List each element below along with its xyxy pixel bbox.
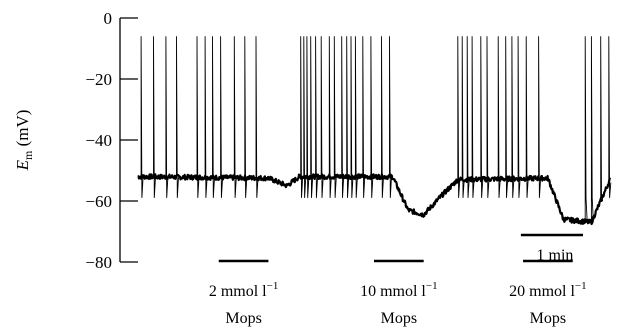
action-potential-spike: [517, 36, 521, 198]
trace-group: [137, 36, 612, 226]
action-potential-spike: [220, 36, 224, 198]
y-tick-label: −80: [85, 253, 112, 272]
action-potential-spike: [350, 36, 354, 198]
concentration-label: 10 mmol l−1: [360, 280, 438, 300]
action-potential-spike: [505, 36, 509, 198]
action-potential-spike: [370, 36, 374, 198]
action-potential-spike: [204, 36, 208, 198]
y-tick-label: −20: [85, 70, 112, 89]
action-potential-spike: [362, 36, 366, 198]
action-potential-spike: [471, 36, 475, 198]
time-scale-label: 1 min: [537, 247, 574, 264]
action-potential-spike: [300, 36, 304, 198]
agent-label: Mops: [530, 310, 566, 327]
action-potential-spike: [538, 36, 542, 198]
action-potential-spike: [140, 36, 144, 198]
action-potential-spike: [354, 36, 358, 198]
action-potential-spike: [497, 36, 501, 198]
action-potential-spike: [346, 36, 350, 198]
y-axis-label: Em (mV): [13, 110, 35, 172]
action-potential-spike: [341, 36, 345, 198]
concentration-text: 20 mmol l: [509, 283, 575, 300]
agent-label: Mops: [225, 310, 261, 327]
concentration-text: 10 mmol l: [360, 283, 426, 300]
agent-label: Mops: [381, 310, 417, 327]
action-potential-spike: [461, 36, 465, 198]
y-axis-label-symbol: E: [13, 159, 32, 171]
scale-bar-group: 1 min: [520, 233, 583, 264]
action-potential-spike: [480, 36, 484, 198]
concentration-label: 20 mmol l−1: [509, 280, 587, 300]
action-potential-spike: [511, 36, 515, 198]
action-potential-spike: [525, 36, 529, 198]
concentration-superscript: −1: [575, 280, 587, 292]
action-potential-spike: [590, 36, 594, 223]
action-potential-spike: [212, 36, 215, 198]
y-axis: 0 −20 −40 −60 −80: [85, 9, 138, 272]
action-potential-spike: [381, 36, 384, 198]
action-potential-spike: [584, 36, 588, 222]
y-axis-label-subscript: m: [21, 150, 35, 160]
action-potential-spike: [315, 36, 319, 198]
action-potential-spike: [303, 36, 307, 198]
y-axis-label-group: Em (mV): [13, 110, 35, 172]
action-potential-spike: [244, 36, 248, 198]
action-potential-spike: [486, 36, 490, 198]
action-potential-spike: [176, 36, 179, 198]
action-potential-spike: [153, 36, 156, 198]
y-tick-label: −40: [85, 131, 112, 150]
action-potential-spike: [306, 36, 310, 198]
action-potential-spike: [457, 36, 461, 198]
action-potential-spike: [255, 36, 259, 198]
action-potential-spike: [320, 36, 324, 198]
concentration-superscript: −1: [267, 280, 279, 292]
action-potential-spike: [165, 36, 169, 198]
action-potential-spike: [196, 36, 200, 198]
action-potential-spike: [466, 36, 470, 198]
concentration-label: 2 mmol l−1: [209, 280, 279, 300]
membrane-potential-trace: [137, 173, 612, 226]
y-tick-label: −60: [85, 192, 112, 211]
action-potential-spike: [328, 36, 332, 198]
concentration-text: 2 mmol l: [209, 283, 267, 300]
action-potential-spike: [233, 36, 237, 198]
action-potential-spike: [600, 36, 604, 202]
action-potential-spike: [608, 36, 612, 198]
y-tick-label: 0: [104, 9, 113, 28]
action-potential-spike: [389, 36, 392, 198]
y-axis-label-unit: (mV): [13, 110, 32, 151]
concentration-superscript: −1: [426, 280, 438, 292]
action-potential-spike: [333, 36, 337, 198]
action-potential-spike: [310, 36, 314, 198]
